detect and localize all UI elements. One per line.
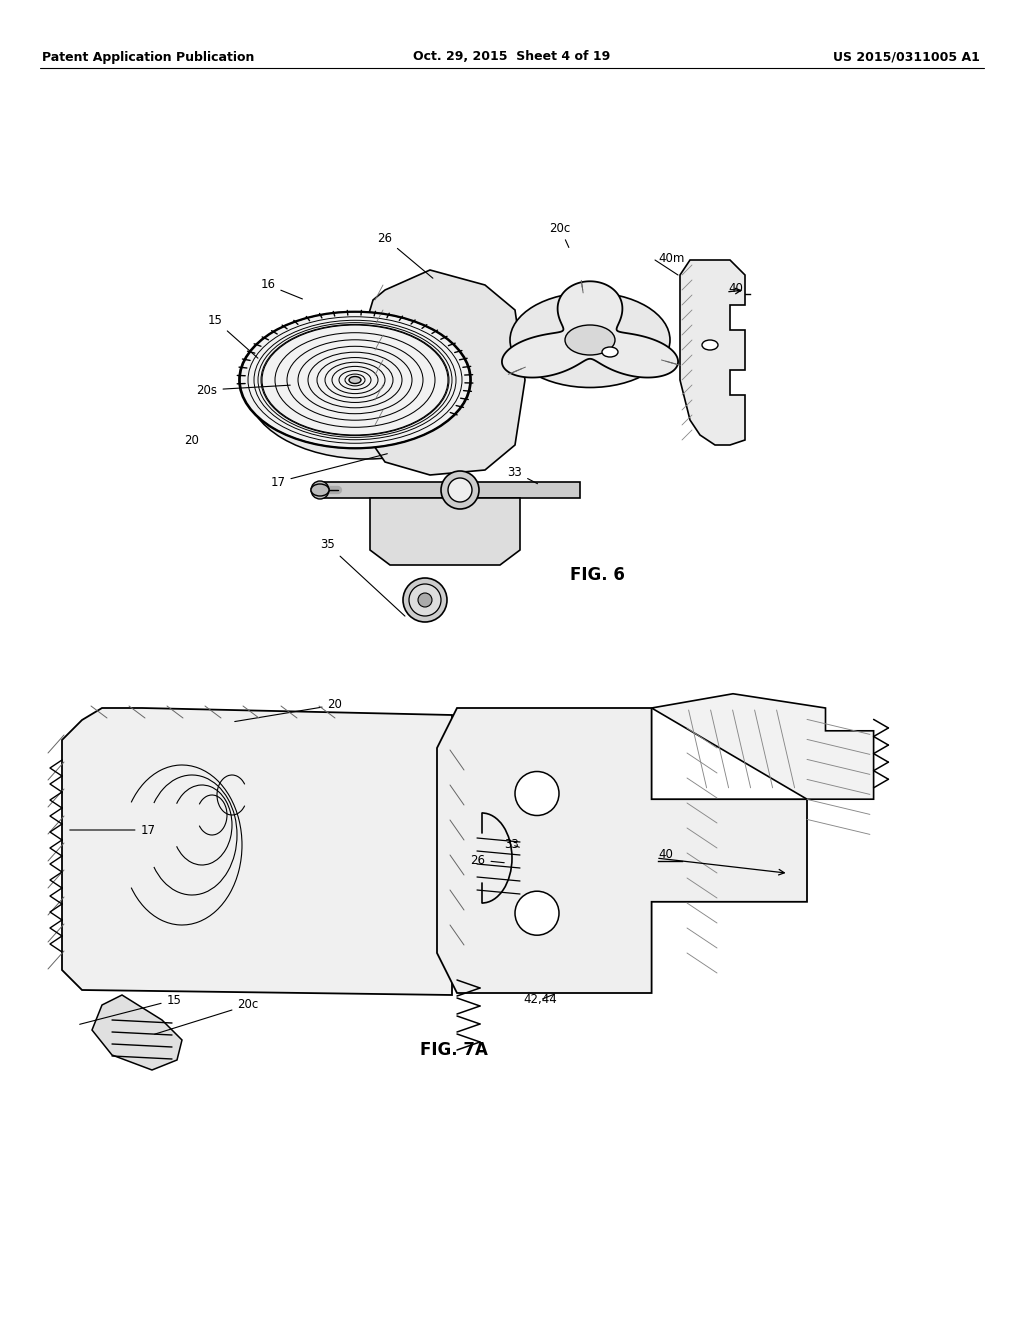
- Text: 20c: 20c: [155, 998, 259, 1034]
- Ellipse shape: [565, 325, 615, 355]
- Ellipse shape: [418, 593, 432, 607]
- Text: 17: 17: [70, 824, 156, 837]
- Text: 20s: 20s: [197, 384, 290, 396]
- Ellipse shape: [247, 317, 487, 459]
- Ellipse shape: [349, 376, 361, 384]
- Text: 26: 26: [378, 231, 433, 279]
- Text: 35: 35: [321, 539, 404, 616]
- Text: US 2015/0311005 A1: US 2015/0311005 A1: [834, 50, 980, 63]
- Text: 20c: 20c: [549, 222, 570, 247]
- Circle shape: [515, 771, 559, 816]
- Ellipse shape: [510, 293, 670, 388]
- Ellipse shape: [449, 478, 472, 502]
- Ellipse shape: [441, 471, 479, 510]
- Text: FIG. 6: FIG. 6: [570, 566, 625, 583]
- Text: 17: 17: [270, 454, 387, 488]
- Text: 40: 40: [658, 849, 673, 862]
- Ellipse shape: [403, 578, 447, 622]
- Ellipse shape: [240, 312, 470, 447]
- Polygon shape: [62, 708, 452, 995]
- Ellipse shape: [311, 484, 329, 496]
- Polygon shape: [367, 271, 525, 475]
- Ellipse shape: [602, 347, 618, 356]
- Text: 33: 33: [508, 466, 538, 483]
- Polygon shape: [370, 498, 520, 565]
- Text: 42,44: 42,44: [523, 994, 557, 1006]
- Text: 33: 33: [505, 838, 519, 851]
- Polygon shape: [502, 281, 678, 378]
- Text: Oct. 29, 2015  Sheet 4 of 19: Oct. 29, 2015 Sheet 4 of 19: [414, 50, 610, 63]
- Ellipse shape: [311, 480, 329, 499]
- Ellipse shape: [702, 341, 718, 350]
- Text: 15: 15: [80, 994, 181, 1024]
- Text: 40m: 40m: [658, 252, 684, 264]
- Text: 40: 40: [728, 281, 742, 294]
- Text: 20: 20: [184, 433, 200, 446]
- Ellipse shape: [409, 583, 441, 616]
- Polygon shape: [651, 694, 873, 799]
- Circle shape: [515, 891, 559, 935]
- Text: 26: 26: [470, 854, 504, 866]
- Polygon shape: [319, 482, 580, 498]
- Text: 20: 20: [234, 698, 342, 722]
- Polygon shape: [92, 995, 182, 1071]
- Text: FIG. 7A: FIG. 7A: [420, 1041, 487, 1059]
- Text: Patent Application Publication: Patent Application Publication: [42, 50, 254, 63]
- Polygon shape: [437, 708, 807, 993]
- Text: 15: 15: [208, 314, 258, 358]
- Polygon shape: [680, 260, 745, 445]
- Text: 16: 16: [260, 279, 302, 298]
